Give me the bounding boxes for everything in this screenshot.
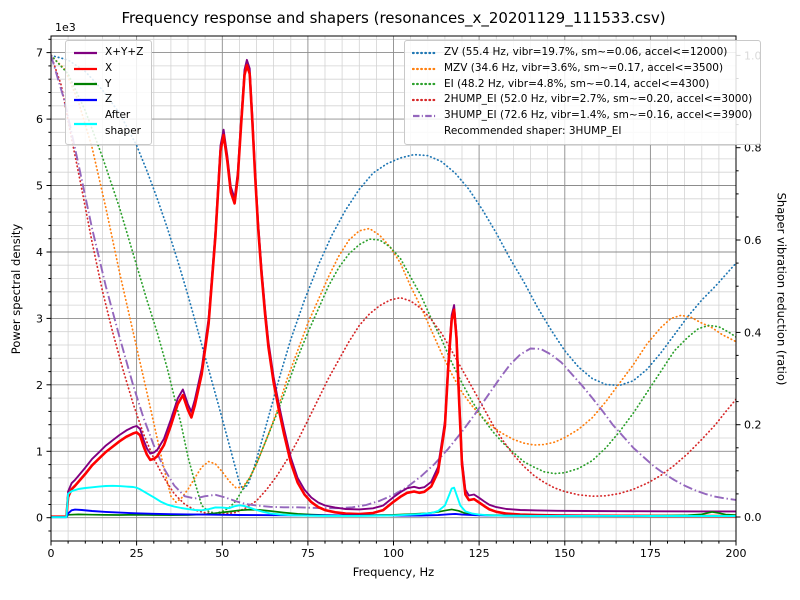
legend-shapers: ZV (55.4 Hz, vibr=19.7%, sm~=0.06, accel… <box>404 40 762 145</box>
series-X <box>51 63 736 519</box>
legend-swatch <box>412 110 437 122</box>
x-tick-label: 25 <box>130 547 144 560</box>
series-2HUMP-EI <box>51 54 736 515</box>
y-right-tick-label: 0.6 <box>744 234 762 247</box>
legend-item-2HUMP-EI: 2HUMP_EI (52.0 Hz, vibr=2.7%, sm~=0.20, … <box>412 92 752 108</box>
legend-swatch <box>412 47 437 59</box>
y-left-tick-label: 7 <box>36 47 43 60</box>
y-left-tick-label: 5 <box>36 180 43 193</box>
legend-label: Y <box>105 77 112 90</box>
y-left-axis-label: Power spectral density <box>9 223 24 355</box>
legend-swatch-line <box>74 83 97 86</box>
y-left-tick-label: 1 <box>36 445 43 458</box>
legend-swatch-line <box>412 99 437 102</box>
legend-swatch-line <box>412 83 437 86</box>
y-right-tick-label: 0.8 <box>744 142 762 155</box>
y-left-multiplier: 1e3 <box>55 21 76 34</box>
series-ZV <box>51 54 736 491</box>
y-left-tick-label: 0 <box>36 512 43 525</box>
legend-swatch <box>412 63 437 75</box>
x-tick-label: 0 <box>48 547 55 560</box>
legend-item-X+Y+Z: X+Y+Z <box>73 45 143 61</box>
series-EI <box>51 54 736 515</box>
legend-swatch-line <box>74 51 97 54</box>
grid-minor <box>51 36 736 541</box>
legend-swatch-line <box>74 122 97 125</box>
legend-swatch <box>73 63 98 75</box>
chart-title: Frequency response and shapers (resonanc… <box>121 9 666 27</box>
y-left-tick-label: 3 <box>36 312 43 325</box>
series-3HUMP-EI <box>51 55 736 510</box>
legend-swatch <box>73 47 98 59</box>
legend-swatch-line <box>74 99 97 102</box>
series-MZV <box>51 54 736 504</box>
tick-marks <box>46 38 741 546</box>
x-tick-label: 50 <box>215 547 229 560</box>
legend-swatch <box>412 94 437 106</box>
legend-swatch-line <box>74 67 97 70</box>
legend-item-EI: EI (48.2 Hz, vibr=4.8%, sm~=0.14, accel<… <box>412 77 752 93</box>
legend-label: EI (48.2 Hz, vibr=4.8%, sm~=0.14, accel<… <box>444 77 710 90</box>
legend-label: ZV (55.4 Hz, vibr=19.7%, sm~=0.06, accel… <box>444 46 728 58</box>
y-right-tick-label: 0.0 <box>744 511 762 524</box>
legend-label: MZV (34.6 Hz, vibr=3.6%, sm~=0.17, accel… <box>444 61 724 74</box>
y-left-tick-label: 6 <box>36 113 43 126</box>
legend-item-Z: Z <box>73 92 143 108</box>
legend-swatch <box>73 94 98 106</box>
legend-swatch-line <box>412 67 437 70</box>
y-left-tick-label: 2 <box>36 379 43 392</box>
legend-psd: X+Y+Z X Y Z After shaper <box>65 40 153 145</box>
legend-label: 3HUMP_EI (72.6 Hz, vibr=1.4%, sm~=0.16, … <box>444 109 753 121</box>
legend-swatch <box>412 78 437 90</box>
legend-item-Y: Y <box>73 77 143 93</box>
legend-label: X <box>105 61 113 74</box>
legend-swatch <box>73 118 98 130</box>
x-tick-label: 150 <box>554 547 575 560</box>
y-left-tick-label: 4 <box>36 246 43 259</box>
legend-label: Z <box>105 93 113 106</box>
legend-item-MZV: MZV (34.6 Hz, vibr=3.6%, sm~=0.17, accel… <box>412 61 752 77</box>
x-tick-label: 175 <box>640 547 661 560</box>
x-tick-label: 200 <box>726 547 747 560</box>
series-After-shaper <box>51 484 736 519</box>
y-right-axis-label: Shaper vibration reduction (ratio) <box>774 192 789 386</box>
legend-item-X: X <box>73 61 143 77</box>
legend-label: X+Y+Z <box>105 46 144 58</box>
legend-label: 2HUMP_EI (52.0 Hz, vibr=2.7%, sm~=0.20, … <box>444 93 753 106</box>
legend-swatch-line <box>412 51 437 54</box>
legend-item-After-shaper: After shaper <box>73 108 143 140</box>
legend-swatch <box>73 78 98 90</box>
x-axis-label: Frequency, Hz <box>352 565 435 579</box>
x-tick-label: 100 <box>383 547 404 560</box>
y-right-tick-label: 0.4 <box>744 326 762 339</box>
legend-item-3HUMP-EI: 3HUMP_EI (72.6 Hz, vibr=1.4%, sm~=0.16, … <box>412 108 752 124</box>
y-right-tick-label: 0.2 <box>744 419 762 432</box>
legend-item-ZV: ZV (55.4 Hz, vibr=19.7%, sm~=0.06, accel… <box>412 45 752 61</box>
legend-swatch-line <box>413 114 436 117</box>
x-tick-label: 75 <box>301 547 315 560</box>
legend-recommended-note: Recommended shaper: 3HUMP_EI <box>444 124 622 137</box>
legend-label: After shaper <box>105 109 142 137</box>
x-tick-label: 125 <box>469 547 490 560</box>
